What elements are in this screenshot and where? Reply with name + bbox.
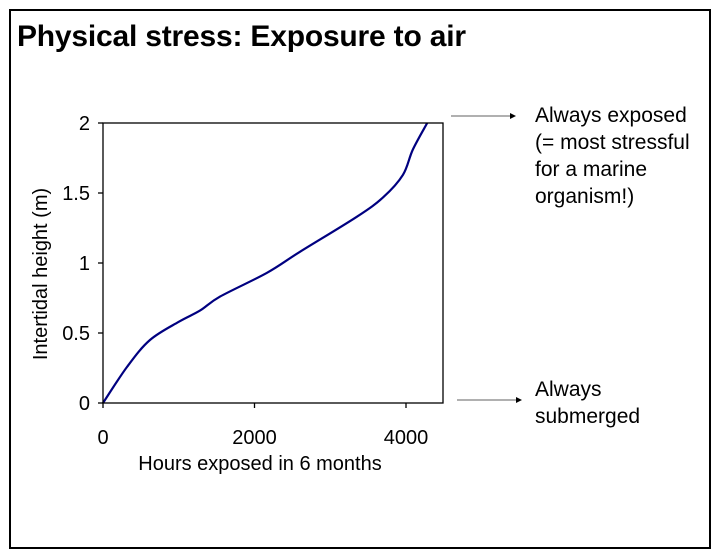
- annotation-line: Always exposed: [535, 104, 687, 127]
- annotation-line: for a marine: [535, 158, 648, 181]
- slide-title: Physical stress: Exposure to air: [17, 20, 466, 53]
- arrow-always-submerged: [457, 397, 522, 403]
- y-tick-label: 0.5: [62, 323, 90, 345]
- y-tick-label: 0: [79, 393, 90, 415]
- annotation-line: submerged: [535, 405, 641, 428]
- plot-border: [102, 122, 444, 404]
- x-tick-label: 2000: [232, 427, 277, 449]
- x-tick-label: 4000: [384, 427, 429, 449]
- annotation-line: (= most stressful: [535, 131, 690, 154]
- annotation-always-exposed: Always exposed (= most stressful for a m…: [535, 102, 690, 210]
- annotation-line: organism!): [535, 185, 635, 208]
- plot-area: [102, 122, 429, 404]
- x-tick-label: 0: [97, 427, 108, 449]
- arrow-always-exposed: [451, 113, 516, 119]
- series-line: [102, 122, 429, 404]
- y-tick-label: 2: [79, 113, 90, 135]
- y-tick-label: 1: [79, 253, 90, 275]
- y-axis-label: Intertidal height (m): [30, 188, 52, 360]
- annotation-line: Always: [535, 378, 602, 401]
- y-tick-label: 1.5: [62, 183, 90, 205]
- axes: 0 0.5 1 1.5 2 0 2000 4000: [62, 113, 444, 449]
- annotation-always-submerged: Always submerged: [535, 376, 640, 430]
- x-axis-label: Hours exposed in 6 months: [138, 453, 381, 475]
- line-chart: 0 0.5 1 1.5 2 0 2000 4000 Hours exposed in 6 mo…: [30, 113, 522, 475]
